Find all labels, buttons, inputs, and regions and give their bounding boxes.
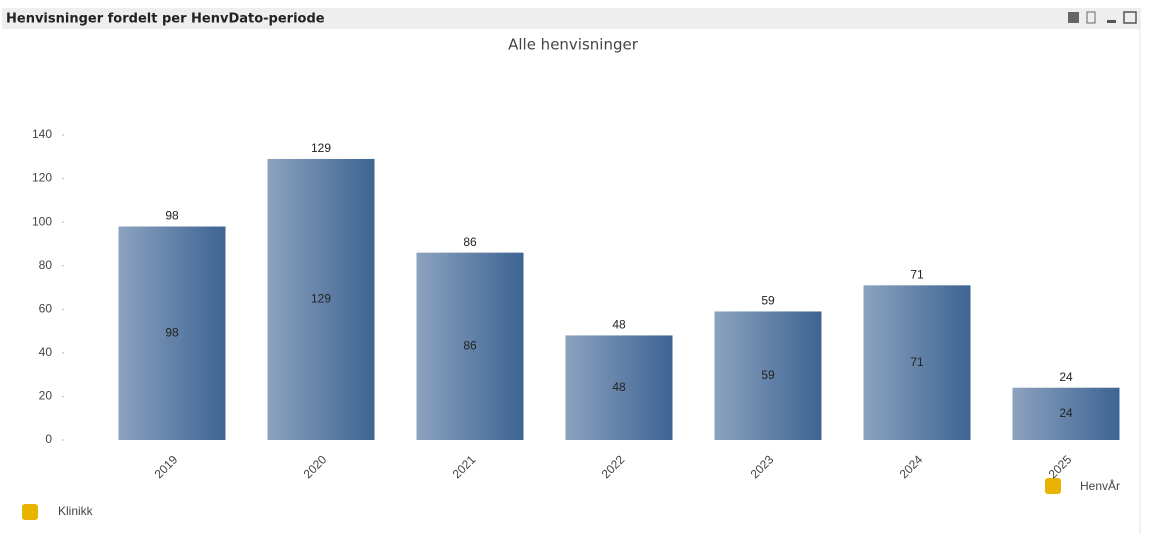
bar [416, 252, 524, 440]
inner-value-label: 48 [612, 380, 626, 394]
minimize-button[interactable] [1107, 20, 1116, 23]
y-tick-label: 0 [45, 432, 52, 446]
inner-value-label: 59 [761, 368, 775, 382]
y-tick-label: 40 [39, 345, 53, 359]
window-buttons[interactable] [1068, 11, 1137, 24]
value-label: 129 [311, 141, 331, 155]
inner-value-label: 129 [311, 292, 331, 306]
window-header [2, 8, 1140, 29]
clear-button[interactable] [1086, 11, 1096, 24]
bar [267, 158, 375, 440]
bar [714, 311, 822, 440]
value-label: 24 [1059, 370, 1073, 384]
bar [118, 226, 226, 440]
y-tick-label: 120 [32, 171, 52, 185]
group-dimension-label[interactable]: Klinikk [58, 504, 94, 518]
y-tick-label: 60 [39, 301, 53, 315]
value-label: 48 [612, 318, 626, 332]
print-button[interactable] [1068, 12, 1079, 23]
value-label: 86 [463, 235, 477, 249]
y-tick-label: 20 [39, 389, 53, 403]
cycle-icon[interactable] [22, 504, 38, 520]
value-label: 59 [761, 294, 775, 308]
bar [565, 335, 673, 440]
value-label: 71 [910, 267, 924, 281]
y-tick-label: 140 [32, 127, 52, 141]
bar [1012, 387, 1120, 440]
maximize-button[interactable] [1123, 11, 1137, 24]
window-title: Henvisninger fordelt per HenvDato-period… [6, 12, 325, 27]
y-tick-label: 100 [32, 214, 52, 228]
chart-title: Alle henvisninger [508, 36, 639, 54]
x-dimension-control[interactable]: HenvÅr [1045, 478, 1120, 494]
inner-value-label: 98 [165, 325, 179, 339]
inner-value-label: 71 [910, 355, 924, 369]
x-dimension-label[interactable]: HenvÅr [1080, 478, 1120, 493]
cycle-icon[interactable] [1045, 478, 1061, 494]
y-tick-label: 80 [39, 258, 53, 272]
inner-value-label: 24 [1059, 406, 1073, 420]
inner-value-label: 86 [463, 338, 477, 352]
group-dimension-control[interactable]: Klinikk [22, 504, 94, 520]
bar [863, 285, 971, 440]
value-label: 98 [165, 209, 179, 223]
